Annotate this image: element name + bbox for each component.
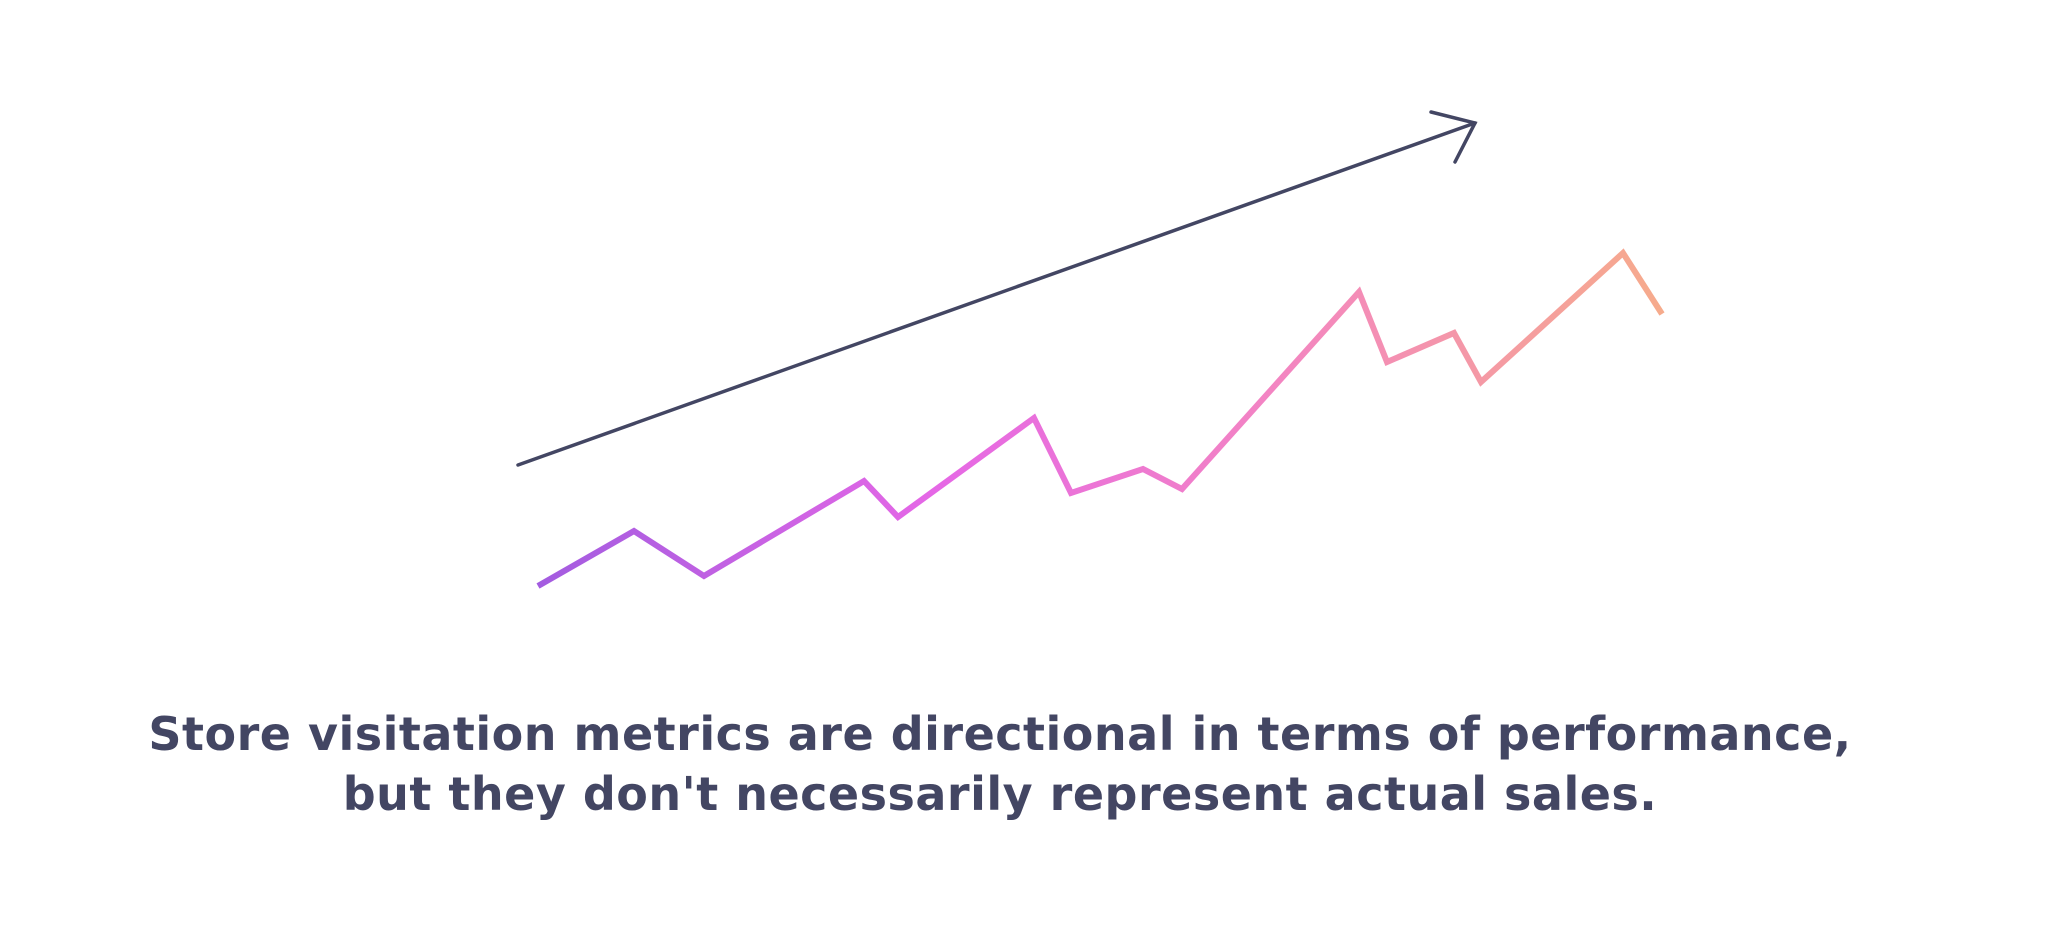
trend-arrow-head [1429, 110, 1478, 164]
trend-arrow [516, 110, 1478, 467]
caption-line-1: Store visitation metrics are directional… [148, 707, 1852, 761]
caption: Store visitation metrics are directional… [0, 704, 2000, 824]
zigzag-performance-line [536, 248, 1665, 589]
caption-line-2: but they don't necessarily represent act… [342, 767, 1658, 821]
trend-arrow-shaft [516, 121, 1477, 467]
